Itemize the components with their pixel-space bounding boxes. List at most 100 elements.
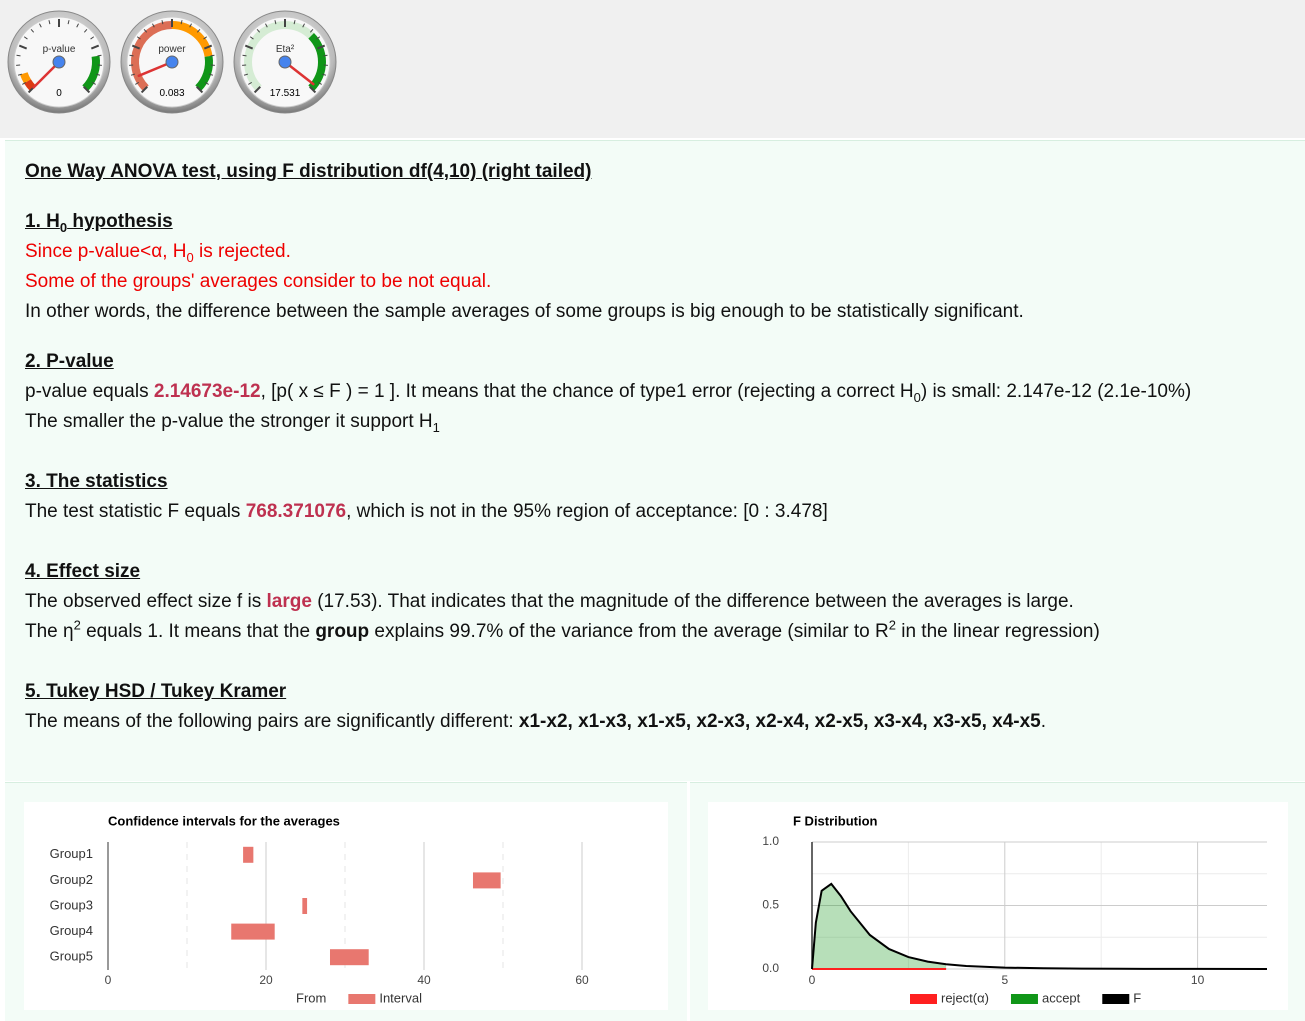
text-run: The means of the following pairs are sig… [25,711,519,732]
text-run: The observed effect size f is [25,591,267,612]
text-run: . [1041,711,1046,732]
gauge-tick [98,55,102,56]
text-run: 2.14673e-12 [154,381,261,402]
legend-swatch [348,994,375,1004]
text-line: The smaller the p-value the stronger it … [25,407,1305,437]
section-heading: 5. Tukey HSD / Tukey Kramer [25,677,1305,707]
bar [108,872,473,888]
area [812,884,946,969]
text-line: Since p-value<α, H0 is rejected. [25,237,1305,267]
text-run: In other words, the difference between t… [25,301,1024,322]
text-run: explains 99.7% of the variance from the … [369,621,889,642]
gauge-tick [211,55,215,56]
gauge-label: power [158,44,186,55]
legend-label: Interval [379,990,422,1005]
report-title: One Way ANOVA test, using F distribution… [25,157,1305,187]
text-run: ) is small: 2.147e-12 (2.1e-10%) [921,381,1191,402]
bar [302,898,307,914]
section: 4. Effect size The observed effect size f… [25,557,1305,647]
text-run: The test statistic F equals [25,501,246,522]
y-tick-label: Group2 [50,872,93,887]
legend-label: F [1133,990,1141,1005]
x-tick-label: 20 [259,973,273,987]
interval-chart: Confidence intervals for the averages 0 20… [24,802,668,1010]
text-line: The observed effect size f is large (17.… [25,587,1305,617]
gauges: p-value 0 power 0.083 Eta² 17.531 [0,0,345,130]
y-tick-label: Group3 [50,897,93,912]
gauge-hub [166,56,178,68]
gauge-tick [324,55,328,56]
text-run: is rejected. [194,241,291,262]
x-tick-label: 5 [1001,973,1008,987]
text-run: 1. H [25,211,60,232]
text-run: p-value equals [25,381,154,402]
section-heading: 3. The statistics [25,467,1305,497]
bar [231,924,274,940]
text-run: The η [25,621,74,642]
legend-label: accept [1042,990,1081,1005]
text-run: 2. P-value [25,351,114,372]
legend-swatch [1102,994,1129,1004]
section-heading: 1. H0 hypothesis [25,207,1305,237]
section: 2. P-value p-value equals 2.14673e-12, [p… [25,347,1305,437]
text-run: 3. The statistics [25,471,168,492]
report: One Way ANOVA test, using F distribution… [5,140,1305,781]
text-run: 1 [433,420,440,435]
chart-title: Confidence intervals for the averages [108,813,340,828]
text-run: large [267,591,312,612]
legend-label: reject(α) [941,990,989,1005]
legend-swatch [1011,994,1038,1004]
text-run: 0 [60,220,67,235]
text-run: 5. Tukey HSD / Tukey Kramer [25,681,286,702]
section-heading: 2. P-value [25,347,1305,377]
text-run: 768.371076 [246,501,346,522]
bar [108,847,243,863]
x-tick-label: 10 [1191,973,1205,987]
gauge-value: 0 [56,88,62,99]
text-run: , [p( x ≤ F ) = 1 ]. It means that the c… [261,381,914,402]
gauge-label: Eta² [276,44,295,55]
section-heading: 4. Effect size [25,557,1305,587]
gauge-label: p-value [43,44,76,55]
text-run: Some of the groups' averages consider to… [25,271,491,292]
x-tick-label: 0 [809,973,816,987]
text-run: equals 1. It means that the [81,621,315,642]
y-tick-label: Group1 [50,846,93,861]
gauge-hub [279,56,291,68]
text-run: The smaller the p-value the stronger it … [25,411,433,432]
section: 5. Tukey HSD / Tukey Kramer The means of … [25,677,1305,737]
text-line: In other words, the difference between t… [25,297,1305,327]
y-tick-label: Group5 [50,949,93,964]
bar [108,924,231,940]
text-run: 2 [889,618,896,633]
gauge-tick [243,55,247,56]
text-run: 0 [186,250,193,265]
gauge-bar: p-value 0 power 0.083 Eta² 17.531 [0,0,1305,138]
text-run: 4. Effect size [25,561,140,582]
gauge-value: 0.083 [159,88,184,99]
text-run: Since p-value<α, H [25,241,186,262]
bar [473,872,501,888]
bar [108,949,330,965]
gauge-band [27,81,32,88]
gauge-tick [130,55,134,56]
bar [108,898,302,914]
gauge-hub [53,56,65,68]
y-tick-label: Group4 [50,923,93,938]
text-line: The means of the following pairs are sig… [25,707,1305,737]
gauge-band [24,73,28,81]
gauge-value: 17.531 [270,88,301,99]
bar [243,847,253,863]
text-line: The η2 equals 1. It means that the group… [25,617,1305,647]
legend-swatch [910,994,937,1004]
text-run: hypothesis [67,211,173,232]
x-tick-label: 0 [105,973,112,987]
chart-box: Confidence intervals for the averages 0 20… [24,802,668,1010]
chart-title: F Distribution [793,813,878,828]
text-run: (17.53). That indicates that the magnitu… [312,591,1074,612]
section: 3. The statistics The test statistic F eq… [25,467,1305,527]
bar [330,949,369,965]
y-tick-label: 1.0 [762,834,779,848]
